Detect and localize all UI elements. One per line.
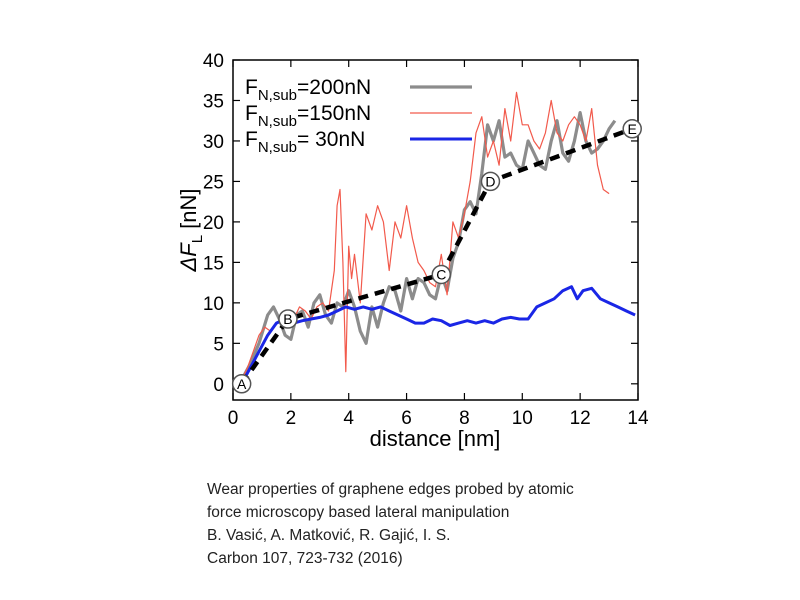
legend-label-200nN: FN,sub=200nN <box>245 76 371 104</box>
x-tick-label: 14 <box>627 408 649 429</box>
citation: Wear properties of graphene edges probed… <box>207 478 727 570</box>
x-axis-label: distance [nm] <box>370 426 501 451</box>
y-tick-label: 0 <box>213 375 224 396</box>
point-label-E: E <box>628 121 637 137</box>
series-line-150nN <box>241 91 610 381</box>
axis-ticks <box>232 59 639 400</box>
x-tick-label: 2 <box>286 408 297 429</box>
tick-labels: 0 2 4 6 8 10 12 14 0 5 10 15 20 25 30 35 40 <box>203 51 649 429</box>
labeled-points: A B C D E <box>231 119 642 394</box>
x-tick-label: 6 <box>401 408 412 429</box>
series-line-200nN <box>240 110 617 381</box>
legend-label-150nN: FN,sub=150nN <box>245 102 371 130</box>
legend-label-30nN: FN,sub= 30nN <box>245 128 365 156</box>
x-tick-label: 10 <box>512 408 533 429</box>
point-marker-E <box>622 119 642 139</box>
point-marker-A <box>231 374 252 394</box>
point-marker-C <box>431 264 452 285</box>
citation-title-line-2: force microscopy based lateral manipulat… <box>207 504 510 521</box>
citation-title-line-1: Wear properties of graphene edges probed… <box>207 481 574 498</box>
y-axis-label: ΔFL [nN] <box>176 188 206 272</box>
force-distance-chart: 0 2 4 6 8 10 12 14 0 5 10 15 20 25 30 35 40 A B C D E FN,sub… <box>176 51 649 451</box>
y-tick-label: 40 <box>203 51 224 72</box>
x-tick-label: 8 <box>459 408 470 429</box>
plot-frame <box>232 59 639 401</box>
citation-authors: B. Vasić, A. Matković, R. Gajić, I. S. <box>207 527 451 544</box>
point-label-C: C <box>436 267 446 283</box>
point-label-D: D <box>485 173 495 189</box>
y-tick-label: 35 <box>203 91 224 112</box>
citation-journal: Carbon 107, 723-732 (2016) <box>207 550 403 567</box>
point-label-A: A <box>237 376 247 392</box>
x-tick-label: 12 <box>570 408 591 429</box>
y-tick-label: 20 <box>203 213 224 234</box>
y-tick-label: 25 <box>203 172 224 193</box>
y-tick-label: 15 <box>203 253 224 274</box>
series-line-30nN <box>240 285 636 385</box>
y-tick-label: 30 <box>203 132 224 153</box>
point-marker-B <box>278 309 298 329</box>
point-label-B: B <box>283 311 292 327</box>
x-tick-label: 4 <box>343 408 354 429</box>
point-marker-D <box>480 171 501 192</box>
y-tick-label: 10 <box>203 294 224 315</box>
x-tick-label: 0 <box>228 408 239 429</box>
series-line-linear-fit <box>239 126 633 386</box>
y-tick-label: 5 <box>213 334 224 355</box>
